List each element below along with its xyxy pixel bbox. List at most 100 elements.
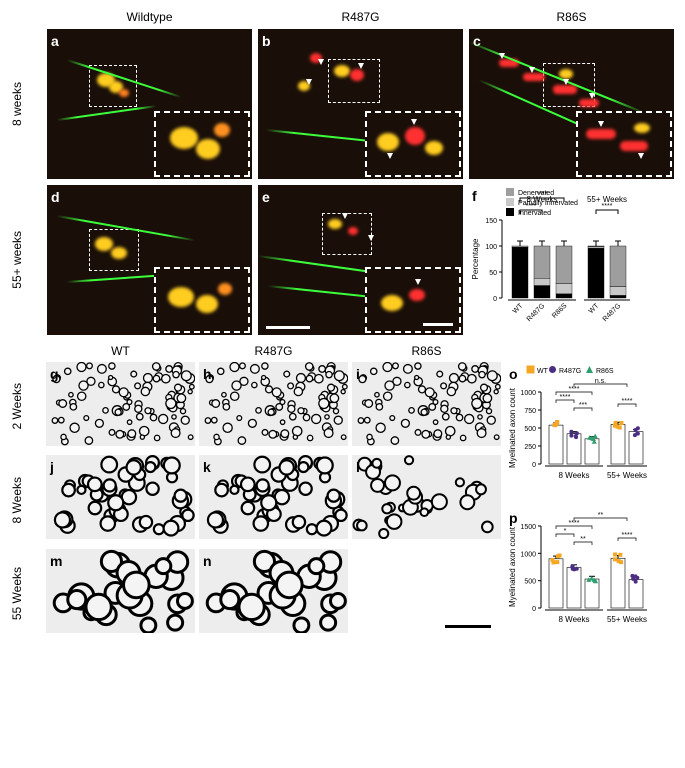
panel-letter-g: g: [50, 366, 59, 382]
svg-text:8 Weeks: 8 Weeks: [559, 471, 590, 480]
em-col-r487g: R487G: [199, 344, 348, 358]
panel-letter-m: m: [50, 553, 62, 569]
nmj-blob: [111, 247, 127, 259]
panel-n: n: [199, 549, 348, 633]
inset-b: [365, 111, 461, 177]
panel-letter-n: n: [203, 553, 212, 569]
svg-text:100: 100: [485, 244, 497, 251]
panel-j: j: [46, 455, 195, 539]
svg-text:150: 150: [485, 218, 497, 225]
svg-text:R86S: R86S: [551, 302, 569, 320]
svg-text:n.s.: n.s.: [595, 378, 606, 385]
inset-d: [154, 267, 250, 333]
panel-b: b: [257, 28, 464, 180]
chart-o-svg: WTR487GR86S02505007501000Myelinated axon…: [505, 362, 675, 494]
inset-c: [576, 111, 672, 177]
nmj-blob: [196, 295, 218, 313]
right-charts-container: o WTR487GR86S02505007501000Myelinated ax…: [505, 362, 675, 638]
col-header-r86s: R86S: [468, 10, 675, 24]
em-scalebar: [445, 625, 491, 628]
col-header-wildtype: Wildtype: [46, 10, 253, 24]
figure-wrap: Wildtype R487G R86S 8 weeks a b: [10, 10, 675, 638]
nmj-blob: [620, 141, 648, 151]
svg-text:WT: WT: [537, 368, 549, 375]
panel-letter-b: b: [262, 33, 271, 49]
svg-text:500: 500: [524, 579, 536, 586]
svg-text:250: 250: [524, 444, 536, 451]
svg-text:****: ****: [569, 386, 580, 393]
panel-letter-k: k: [203, 459, 211, 475]
panel-letter-i: i: [356, 366, 360, 382]
panel-letter-d: d: [51, 189, 60, 205]
corner-spacer: [10, 344, 42, 358]
panel-letter-h: h: [203, 366, 212, 382]
nmj-blob: [196, 139, 220, 159]
arrowhead: [638, 153, 644, 159]
svg-text:50: 50: [489, 270, 497, 277]
chart-f-svg: DenervatedPartially InnervatedInnervated…: [468, 184, 668, 334]
nmj-blob: [634, 123, 650, 133]
svg-text:WT: WT: [588, 302, 601, 315]
em-scalebar-cell: [352, 549, 501, 638]
nmj-blob: [586, 129, 616, 139]
svg-text:R487G: R487G: [559, 368, 581, 375]
svg-text:***: ***: [579, 402, 587, 409]
svg-text:1000: 1000: [520, 390, 536, 397]
svg-text:0: 0: [532, 606, 536, 613]
nmj-blob: [170, 127, 198, 149]
svg-text:Myelinated axon count: Myelinated axon count: [508, 387, 517, 468]
arrowhead: [358, 63, 364, 69]
svg-text:R487G: R487G: [526, 302, 547, 323]
arrowhead: [318, 59, 324, 65]
svg-text:55+ Weeks: 55+ Weeks: [607, 615, 647, 624]
svg-text:Percentage: Percentage: [471, 238, 480, 279]
nmj-blob: [350, 69, 364, 81]
svg-text:0: 0: [493, 296, 497, 303]
arrowhead: [598, 121, 604, 127]
arrowhead: [411, 119, 417, 125]
svg-text:Myelinated axon count: Myelinated axon count: [508, 526, 517, 607]
chart-o: o WTR487GR86S02505007501000Myelinated ax…: [505, 362, 675, 494]
arrowhead: [529, 67, 535, 73]
row-label-8weeks: 8 weeks: [10, 82, 42, 126]
panel-d: d: [46, 184, 253, 336]
arrowhead: [589, 93, 595, 99]
panel-g: g: [46, 362, 195, 446]
arrowhead: [415, 279, 421, 285]
nmj-blob: [553, 85, 577, 94]
em-section: WT R487G R86S 2 Weeks g h i o WTR487GR86…: [10, 344, 675, 638]
nmj-blob: [95, 237, 113, 251]
panel-letter-p: p: [509, 510, 518, 526]
arrowhead: [499, 53, 505, 59]
right-header-spacer: [505, 344, 675, 358]
svg-text:****: ****: [622, 532, 633, 539]
chart-p-svg: 050010001500Myelinated axon count8 Weeks…: [505, 506, 675, 638]
em-col-wt: WT: [46, 344, 195, 358]
svg-text:****: ****: [526, 203, 537, 210]
svg-text:55+ Weeks: 55+ Weeks: [607, 471, 647, 480]
nmj-blob: [328, 219, 342, 229]
arrowhead: [368, 235, 374, 241]
em-col-r86s: R86S: [352, 344, 501, 358]
chart-f: f DenervatedPartially InnervatedInnervat…: [468, 184, 675, 334]
svg-text:*: *: [564, 528, 567, 535]
chart-p: p 050010001500Myelinated axon count8 Wee…: [505, 506, 675, 638]
nmj-blob: [409, 289, 425, 301]
nmj-blob: [168, 287, 194, 307]
top-section: Wildtype R487G R86S 8 weeks a b: [10, 10, 675, 336]
svg-text:****: ****: [622, 398, 633, 405]
panel-letter-o: o: [509, 366, 518, 382]
svg-text:0: 0: [532, 462, 536, 469]
svg-text:**: **: [598, 512, 604, 519]
em-row-55w: 55 Weeks: [10, 567, 42, 620]
svg-text:****: ****: [537, 191, 548, 198]
axon-fiber: [57, 105, 156, 120]
col-header-r487g: R487G: [257, 10, 464, 24]
svg-text:WT: WT: [512, 302, 525, 315]
row-label-55weeks: 55+ weeks: [10, 231, 42, 289]
nmj-blob: [214, 123, 230, 137]
panel-letter-l: l: [356, 459, 360, 475]
svg-text:****: ****: [602, 203, 613, 210]
panel-letter-a: a: [51, 33, 59, 49]
panel-c: c: [468, 28, 675, 180]
